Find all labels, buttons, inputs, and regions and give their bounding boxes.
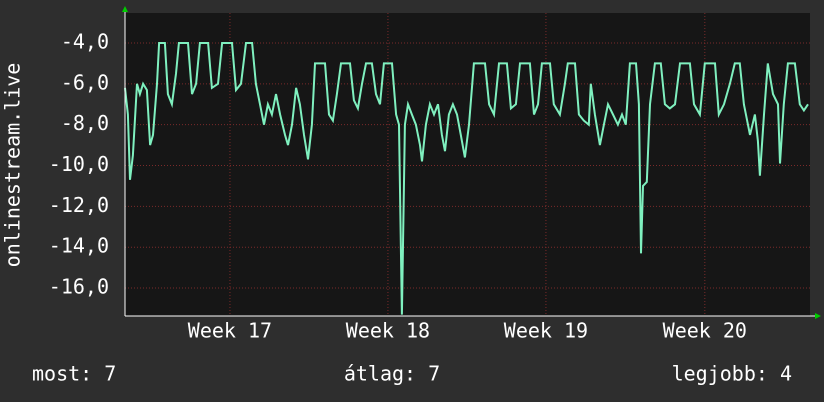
series-line	[124, 42, 809, 315]
y-axis-label: onlinestream.live	[1, 63, 25, 268]
x-tick-label: Week 19	[504, 319, 588, 343]
footer-stat: most: 7	[32, 362, 116, 386]
y-tick-label: -4,0	[61, 30, 109, 54]
y-tick-label: -8,0	[61, 111, 109, 135]
x-tick-label: Week 17	[188, 319, 272, 343]
y-tick-label: -16,0	[49, 275, 109, 299]
y-arrow	[122, 6, 128, 12]
x-tick-label: Week 20	[663, 319, 747, 343]
plot-area	[125, 13, 810, 316]
marks	[124, 42, 809, 315]
footer-stat: átlag: 7	[344, 362, 440, 386]
y-tick-label: -14,0	[49, 234, 109, 258]
grid	[125, 13, 810, 316]
y-tick-label: -12,0	[49, 193, 109, 217]
x-arrow	[815, 313, 821, 319]
y-tick-label: -10,0	[49, 152, 109, 176]
x-tick-label: Week 18	[346, 319, 430, 343]
footer-stat: legjobb: 4	[672, 362, 792, 386]
y-tick-label: -6,0	[61, 70, 109, 94]
